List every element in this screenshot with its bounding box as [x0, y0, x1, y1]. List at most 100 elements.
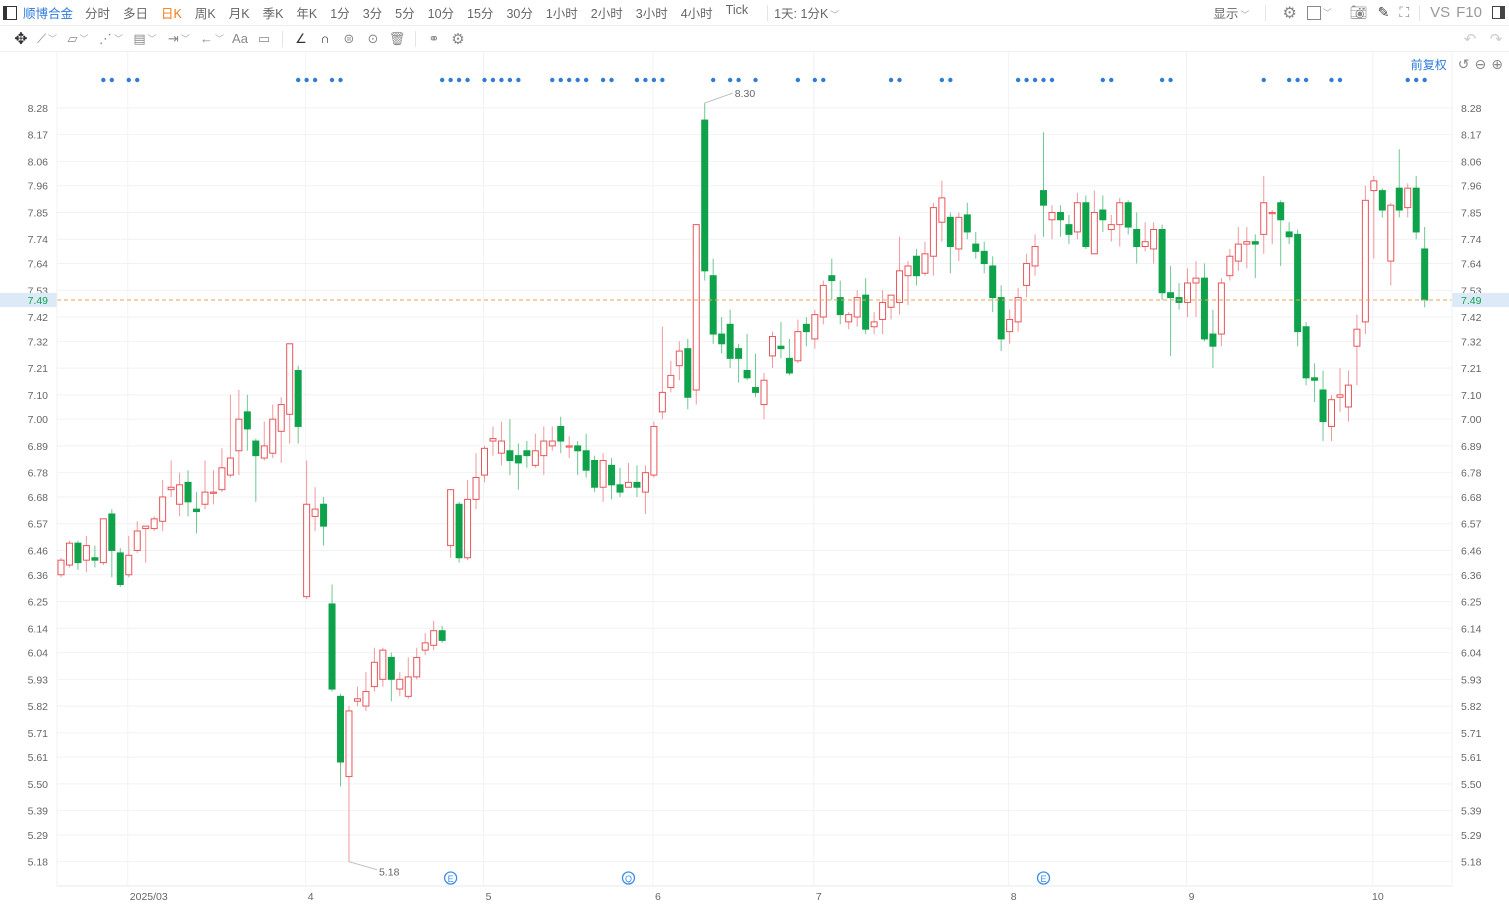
tab-timeframe[interactable]: 年K	[296, 7, 318, 21]
redo-icon[interactable]: ↷	[1489, 30, 1503, 48]
candle-body	[243, 411, 251, 430]
move-icon[interactable]: ✥	[14, 30, 28, 48]
f10-button[interactable]: F10	[1456, 4, 1482, 21]
candle-body	[845, 314, 853, 323]
candle-body	[853, 297, 861, 318]
candle-body	[633, 481, 641, 488]
fullscreen-icon[interactable]: ⛶	[1399, 4, 1410, 20]
arrow-tool-icon[interactable]: ← ﹀	[199, 31, 224, 46]
zoom-out-icon[interactable]: ⊖	[1474, 56, 1487, 72]
max-price-label: 8.30	[735, 88, 756, 100]
candle	[921, 241, 929, 276]
candle	[1370, 176, 1378, 259]
angle-tool-icon[interactable]: ∠	[295, 30, 307, 46]
eye-icon[interactable]: ⊙	[367, 30, 379, 46]
candle-body	[523, 450, 531, 457]
tab-timeframe[interactable]: 3分	[362, 7, 383, 21]
symbol-name[interactable]: 顺博合金	[23, 7, 74, 21]
tab-timeframe[interactable]: 1分	[330, 7, 350, 21]
candle-body	[794, 331, 802, 362]
tab-timeframe[interactable]: 4小时	[680, 7, 713, 21]
event-marker-e[interactable]: E	[1036, 871, 1051, 885]
event-dot	[1109, 77, 1114, 83]
candle	[1311, 363, 1319, 403]
vs-button[interactable]: VS	[1430, 4, 1451, 21]
tab-timeframe[interactable]: 5分	[395, 7, 415, 21]
candle	[506, 419, 514, 476]
side-panel-icon[interactable]	[1492, 6, 1505, 19]
tab-timeframe[interactable]: 月K	[228, 7, 250, 21]
candle	[802, 317, 810, 347]
range-tool-icon[interactable]: ⇥ ﹀	[168, 30, 190, 46]
candle-body	[1370, 180, 1378, 192]
magnet-icon[interactable]: ∩	[320, 31, 330, 46]
comment-tool-icon[interactable]: ▭	[257, 30, 271, 46]
tab-timeframe[interactable]: 分时	[85, 7, 111, 21]
line-tool-icon[interactable]: ⟋ ﹀	[36, 30, 58, 46]
candle	[1378, 188, 1386, 218]
event-dot	[821, 77, 826, 83]
tab-timeframe[interactable]: 日K	[161, 7, 182, 21]
period-select[interactable]: 1天: 1分K ﹀	[774, 3, 839, 22]
candle-body	[108, 513, 116, 551]
tab-timeframe[interactable]: 15分	[467, 7, 494, 21]
link-icon[interactable]: ⚭	[428, 30, 440, 46]
zoom-in-icon[interactable]: ⊕	[1491, 56, 1503, 72]
y-tick-label-right: 7.85	[1461, 207, 1482, 219]
candle	[159, 479, 167, 532]
event-dot	[338, 77, 343, 83]
candle	[650, 421, 658, 478]
candle-body	[193, 508, 201, 513]
event-dot	[651, 77, 657, 83]
channel-tool-icon[interactable]: ▱ ﹀	[67, 30, 89, 46]
panel-toggle-icon[interactable]	[3, 5, 17, 20]
text-tool-icon[interactable]: Aa	[232, 31, 248, 46]
tab-timeframe[interactable]: 季K	[262, 7, 284, 21]
event-dot	[312, 77, 318, 83]
reset-icon[interactable]: ↺	[1457, 56, 1470, 72]
candle-body	[1141, 241, 1149, 248]
tab-timeframe[interactable]: 周K	[194, 7, 216, 21]
candle-body	[167, 486, 175, 491]
tab-timeframe[interactable]: 3小时	[635, 7, 668, 21]
candle	[718, 317, 726, 354]
candle-body	[608, 464, 616, 486]
gear-icon[interactable]: ⚙	[1282, 4, 1297, 22]
settings-icon[interactable]: ⚙	[451, 30, 465, 48]
display-menu[interactable]: 显示 ﹀	[1213, 3, 1249, 22]
candle	[785, 338, 793, 376]
candle-body	[624, 481, 632, 488]
event-marker-q[interactable]: Q	[621, 871, 636, 885]
candle-body	[1048, 211, 1056, 221]
tab-timeframe[interactable]: 多日	[123, 7, 149, 21]
lock-icon[interactable]: ⊜	[343, 30, 355, 46]
drawing-toolbar: ✥ ⟋ ﹀ ▱ ﹀ ⋰ ﹀ ▤ ﹀ ⇥ ﹀ ← ﹀ Aa ▭ ∠ ∩ ⊜ ⊙ 🗑︎ ⚭ ⚙ …	[0, 26, 1509, 52]
camera-icon[interactable]: 📷︎	[1349, 4, 1368, 20]
tab-timeframe[interactable]: 2小时	[590, 7, 623, 21]
candle-body	[481, 447, 488, 476]
candle	[548, 426, 556, 451]
y-tick-label-left: 7.00	[28, 414, 49, 426]
trash-icon[interactable]: 🗑︎	[388, 30, 406, 46]
fib-tool-icon[interactable]: ▤ ﹀	[133, 30, 157, 46]
forward-adjust-button[interactable]: 前复权	[1410, 58, 1447, 72]
y-tick-label-right: 6.36	[1461, 570, 1482, 582]
candle	[1116, 197, 1124, 247]
pencil-icon[interactable]: ✎	[1377, 4, 1390, 20]
event-dot	[499, 77, 504, 83]
candle	[1184, 268, 1192, 318]
candle	[633, 465, 641, 497]
candle-body	[447, 489, 455, 547]
undo-icon[interactable]: ↶	[1463, 30, 1477, 48]
tab-timeframe[interactable]: Tick	[725, 3, 749, 17]
candle	[768, 331, 776, 369]
candles	[57, 103, 1429, 862]
event-marker-e[interactable]: E	[443, 871, 458, 885]
x-tick-label: 7	[816, 891, 822, 903]
tab-timeframe[interactable]: 30分	[506, 7, 533, 21]
tab-timeframe[interactable]: 1小时	[545, 7, 578, 21]
tab-timeframe[interactable]: 10分	[427, 7, 455, 21]
square-icon[interactable]: ﹀	[1306, 5, 1332, 20]
wave-tool-icon[interactable]: ⋰ ﹀	[98, 30, 123, 46]
